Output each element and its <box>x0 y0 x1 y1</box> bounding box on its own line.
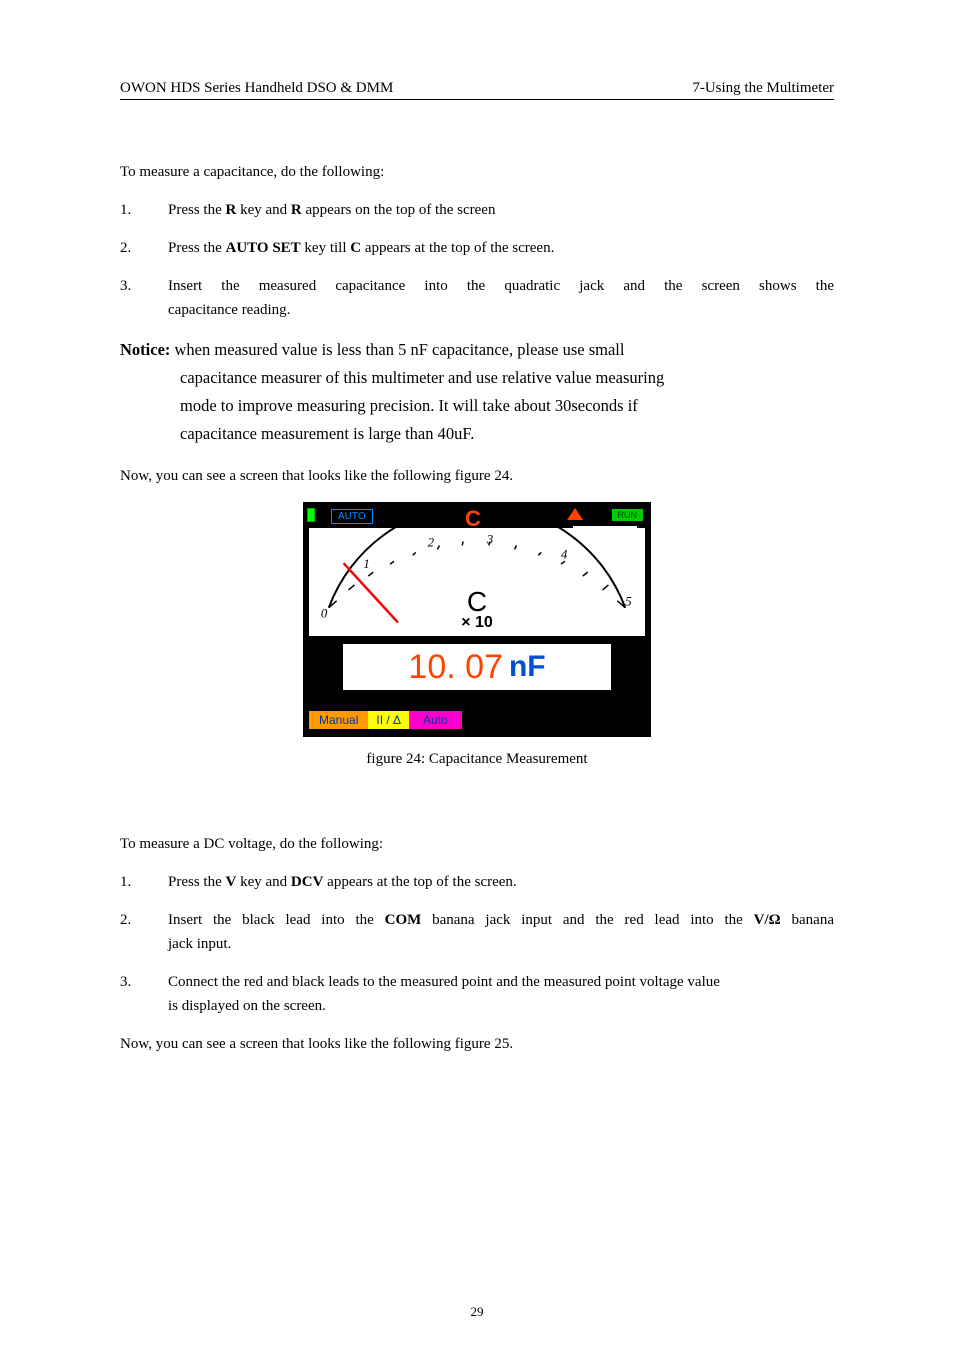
page-number: 29 <box>471 1304 484 1320</box>
list-num: 1. <box>120 198 168 222</box>
list-text: Insert the black lead into the COM banan… <box>168 908 834 956</box>
tab-auto: Auto <box>409 711 462 729</box>
run-badge: RUN <box>612 509 644 521</box>
device-screen: AUTO C RUN 10.05nF <box>303 502 651 737</box>
list-num: 2. <box>120 236 168 260</box>
svg-text:0: 0 <box>321 607 328 621</box>
list-text: Press the V key and DCV appears at the t… <box>168 870 834 894</box>
svg-text:1: 1 <box>363 557 369 571</box>
list-item-1: 1. Press the R key and R appears on the … <box>120 198 834 222</box>
section1-intro: To measure a capacitance, do the followi… <box>120 160 834 184</box>
list-item-1b: 1. Press the V key and DCV appears at th… <box>120 870 834 894</box>
tab-delta: II / Δ <box>368 711 409 729</box>
header-right: 7-Using the Multimeter <box>692 80 834 97</box>
battery-icon <box>307 508 315 522</box>
list-text: Connect the red and black leads to the m… <box>168 970 834 1018</box>
list-num: 3. <box>120 970 168 1018</box>
bottom-tabs: Manual II / Δ Auto <box>309 711 462 729</box>
list-text: Insert the measured capacitance into the… <box>168 274 834 322</box>
multiplier: × 10 <box>461 614 493 632</box>
notice-label: Notice: <box>120 340 170 359</box>
reading-unit: n <box>509 650 527 684</box>
meter-needle <box>344 563 398 622</box>
reading-value: 10. 07 <box>408 648 503 687</box>
svg-text:2: 2 <box>428 536 435 550</box>
figure-caption: figure 24: Capacitance Measurement <box>366 751 587 768</box>
svg-text:4: 4 <box>561 547 568 561</box>
section2-intro: To measure a DC voltage, do the followin… <box>120 832 834 856</box>
tab-manual: Manual <box>309 711 368 729</box>
list-num: 3. <box>120 274 168 322</box>
svg-text:3: 3 <box>486 533 493 547</box>
list-item-2: 2. Press the AUTO SET key till C appears… <box>120 236 834 260</box>
svg-text:5: 5 <box>625 595 632 609</box>
triangle-icon <box>567 508 583 520</box>
auto-badge: AUTO <box>331 509 373 524</box>
page-header: OWON HDS Series Handheld DSO & DMM 7-Usi… <box>120 80 834 100</box>
list-item-3: 3. Insert the measured capacitance into … <box>120 274 834 322</box>
list-num: 2. <box>120 908 168 956</box>
section2-after: Now, you can see a screen that looks lik… <box>120 1032 834 1056</box>
header-left: OWON HDS Series Handheld DSO & DMM <box>120 80 393 97</box>
reading-display: 10. 07 nF <box>341 642 613 692</box>
analog-meter: 0 1 2 3 4 5 C × 10 <box>309 528 645 636</box>
notice-block: Notice: when measured value is less than… <box>120 336 834 448</box>
list-text: Press the AUTO SET key till C appears at… <box>168 236 834 260</box>
list-item-3b: 3. Connect the red and black leads to th… <box>120 970 834 1018</box>
after-notice: Now, you can see a screen that looks lik… <box>120 464 834 488</box>
list-text: Press the R key and R appears on the top… <box>168 198 834 222</box>
list-num: 1. <box>120 870 168 894</box>
list-item-2b: 2. Insert the black lead into the COM ba… <box>120 908 834 956</box>
figure-24: AUTO C RUN 10.05nF <box>120 502 834 768</box>
